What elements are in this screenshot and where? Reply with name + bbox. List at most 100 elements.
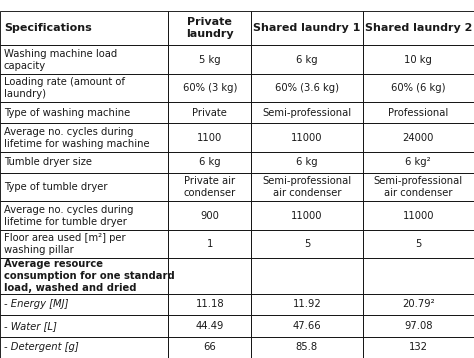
Bar [251, 337, 363, 358]
Text: - Energy [MJ]: - Energy [MJ] [4, 299, 68, 309]
Text: Average resource
consumption for one standard
load, washed and dried: Average resource consumption for one sta… [4, 259, 174, 293]
Bar [251, 294, 363, 315]
Text: Private: Private [192, 108, 227, 118]
Text: 6 kg²: 6 kg² [405, 158, 431, 168]
Text: Semi-professional
air condenser: Semi-professional air condenser [374, 176, 463, 198]
Bar [363, 74, 474, 102]
Bar [168, 45, 251, 74]
Bar [251, 11, 363, 45]
Text: Shared laundry 2: Shared laundry 2 [365, 23, 472, 33]
Bar [0, 294, 168, 315]
Bar [363, 294, 474, 315]
Bar [168, 337, 251, 358]
Bar [251, 230, 363, 258]
Bar [0, 152, 168, 173]
Text: Private air
condenser: Private air condenser [183, 176, 236, 198]
Text: 11.18: 11.18 [195, 299, 224, 309]
Text: 5: 5 [304, 239, 310, 249]
Bar [168, 124, 251, 152]
Text: Floor area used [m²] per
washing pillar: Floor area used [m²] per washing pillar [4, 233, 126, 255]
Text: 6 kg: 6 kg [296, 158, 318, 168]
Text: Type of washing machine: Type of washing machine [4, 108, 130, 118]
Bar [251, 152, 363, 173]
Text: 11000: 11000 [291, 211, 323, 221]
Bar [168, 258, 251, 294]
Text: 1: 1 [207, 239, 213, 249]
Bar [363, 102, 474, 124]
Bar [363, 315, 474, 337]
Bar [251, 124, 363, 152]
Bar [251, 202, 363, 230]
Bar [251, 74, 363, 102]
Bar [363, 45, 474, 74]
Text: 6 kg: 6 kg [296, 54, 318, 64]
Bar [168, 74, 251, 102]
Bar [168, 102, 251, 124]
Text: Shared laundry 1: Shared laundry 1 [253, 23, 361, 33]
Text: 1100: 1100 [197, 132, 222, 142]
Text: Semi-professional: Semi-professional [262, 108, 352, 118]
Text: 60% (6 kg): 60% (6 kg) [391, 83, 446, 93]
Text: Semi-professional
air condenser: Semi-professional air condenser [262, 176, 352, 198]
Text: 5: 5 [415, 239, 421, 249]
Bar [363, 152, 474, 173]
Text: 60% (3.6 kg): 60% (3.6 kg) [275, 83, 339, 93]
Text: - Water [L]: - Water [L] [4, 321, 57, 331]
Bar [363, 11, 474, 45]
Text: 24000: 24000 [402, 132, 434, 142]
Bar [168, 230, 251, 258]
Bar [363, 202, 474, 230]
Text: Washing machine load
capacity: Washing machine load capacity [4, 49, 117, 71]
Text: 11000: 11000 [291, 132, 323, 142]
Text: 85.8: 85.8 [296, 342, 318, 352]
Text: Specifications: Specifications [4, 23, 91, 33]
Bar [251, 102, 363, 124]
Bar [0, 74, 168, 102]
Text: Loading rate (amount of
laundry): Loading rate (amount of laundry) [4, 77, 125, 99]
Text: 10 kg: 10 kg [404, 54, 432, 64]
Text: 20.79²: 20.79² [402, 299, 435, 309]
Bar [168, 11, 251, 45]
Text: Tumble dryer size: Tumble dryer size [4, 158, 92, 168]
Text: Professional: Professional [388, 108, 448, 118]
Text: 11.92: 11.92 [292, 299, 321, 309]
Text: 6 kg: 6 kg [199, 158, 220, 168]
Text: Private
laundry: Private laundry [186, 17, 234, 39]
Text: 47.66: 47.66 [292, 321, 321, 331]
Bar [0, 45, 168, 74]
Bar [0, 124, 168, 152]
Text: Type of tumble dryer: Type of tumble dryer [4, 182, 107, 192]
Bar [251, 45, 363, 74]
Bar [0, 258, 168, 294]
Bar [168, 152, 251, 173]
Bar [363, 258, 474, 294]
Text: 66: 66 [203, 342, 216, 352]
Text: 97.08: 97.08 [404, 321, 433, 331]
Bar [0, 202, 168, 230]
Bar [0, 315, 168, 337]
Text: 60% (3 kg): 60% (3 kg) [182, 83, 237, 93]
Text: Average no. cycles during
lifetime for tumble dryer: Average no. cycles during lifetime for t… [4, 205, 133, 227]
Bar [251, 258, 363, 294]
Bar [363, 124, 474, 152]
Bar [0, 102, 168, 124]
Text: 11000: 11000 [402, 211, 434, 221]
Text: 132: 132 [409, 342, 428, 352]
Bar [168, 202, 251, 230]
Bar [168, 294, 251, 315]
Bar [168, 315, 251, 337]
Bar [0, 11, 168, 45]
Text: 44.49: 44.49 [196, 321, 224, 331]
Text: Average no. cycles during
lifetime for washing machine: Average no. cycles during lifetime for w… [4, 127, 149, 149]
Bar [0, 173, 168, 202]
Bar [0, 230, 168, 258]
Bar [0, 337, 168, 358]
Bar [168, 173, 251, 202]
Bar [363, 230, 474, 258]
Bar [363, 337, 474, 358]
Bar [363, 173, 474, 202]
Text: - Detergent [g]: - Detergent [g] [4, 342, 79, 352]
Text: 5 kg: 5 kg [199, 54, 220, 64]
Bar [251, 173, 363, 202]
Text: 900: 900 [201, 211, 219, 221]
